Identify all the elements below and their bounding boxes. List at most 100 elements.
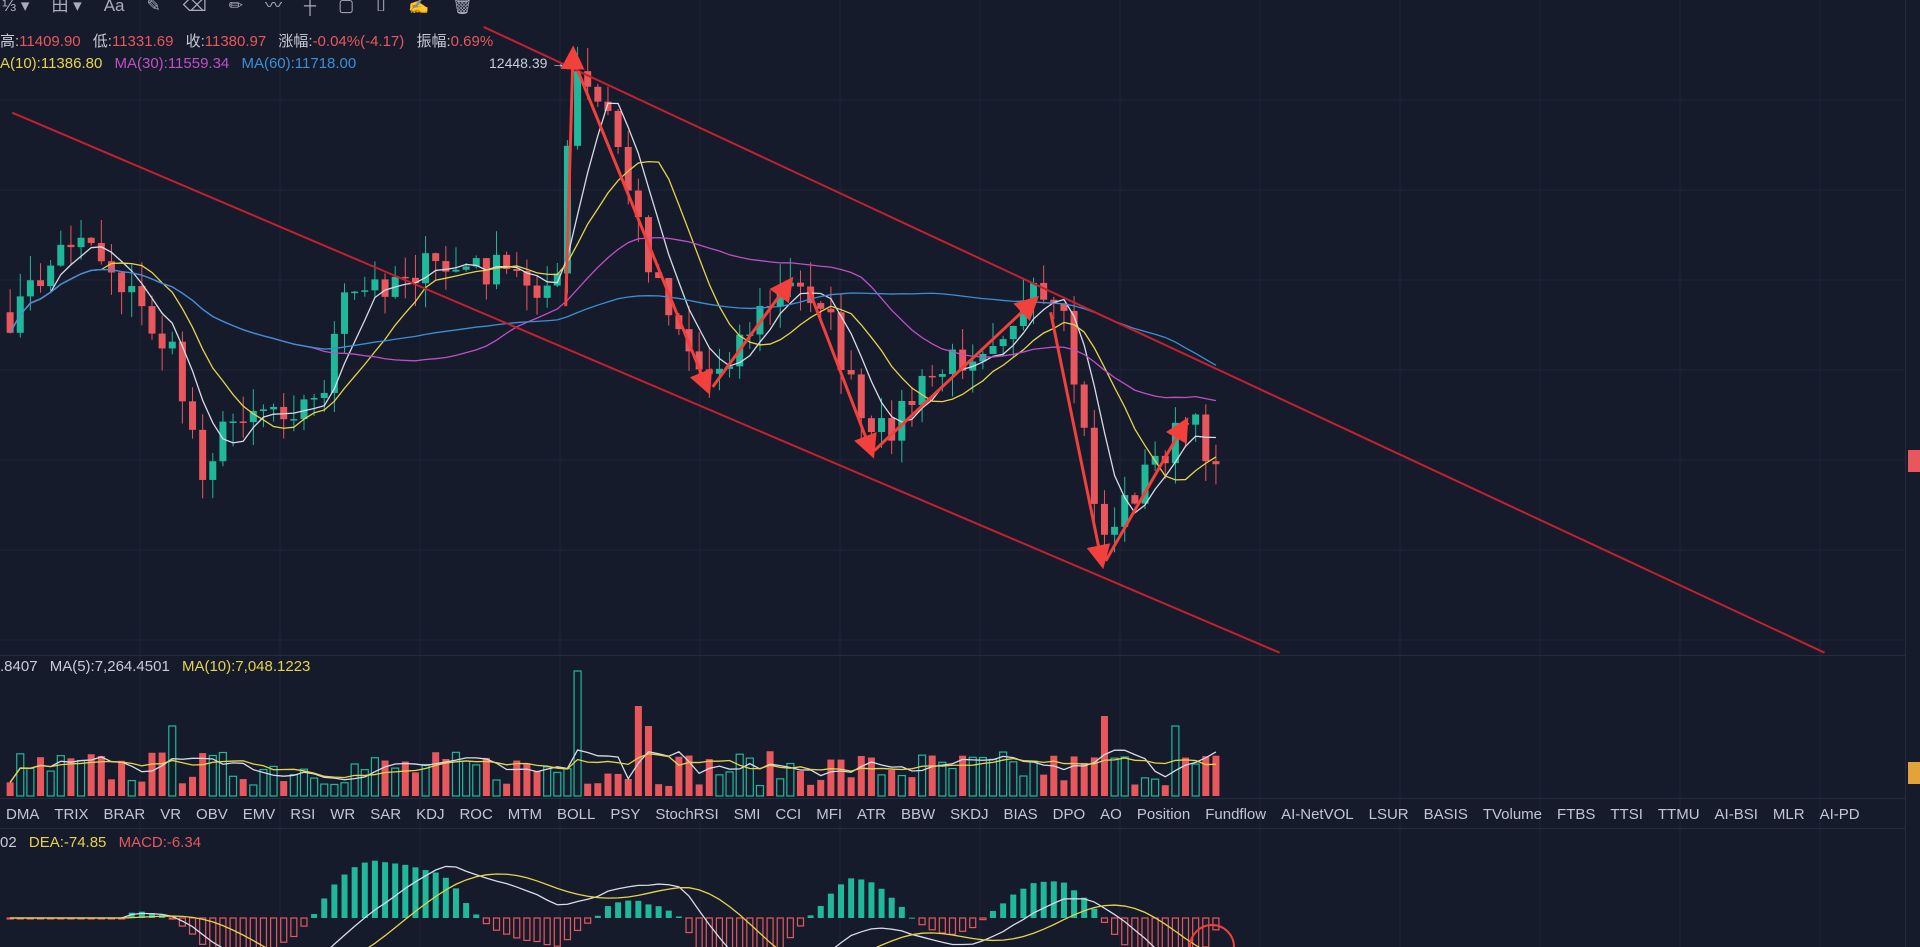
candle-body	[1121, 495, 1129, 527]
eraser-icon[interactable]: ⌫	[182, 0, 207, 15]
volume-ma5: MA(5):7,264.4501	[49, 658, 170, 675]
tab-roc[interactable]: ROC	[459, 806, 493, 823]
tab-ttmu[interactable]: TTMU	[1657, 806, 1700, 823]
tab-atr[interactable]: ATR	[857, 806, 886, 823]
volume-bar	[857, 755, 865, 796]
tab-trix[interactable]: TRIX	[54, 806, 89, 823]
tab-bias[interactable]: BIAS	[1003, 806, 1038, 823]
macd-histogram-bar	[625, 900, 632, 918]
trend-channel-upper	[483, 26, 1825, 654]
tab-ai-pd[interactable]: AI-PD	[1819, 806, 1860, 823]
volume-bar	[1060, 780, 1068, 796]
macd-histogram-bar	[128, 912, 135, 918]
tab-sar[interactable]: SAR	[370, 806, 402, 823]
tab-skdj[interactable]: SKDJ	[950, 806, 989, 823]
macd-histogram-bar	[615, 902, 622, 918]
ruler-icon[interactable]: ✎	[146, 0, 161, 15]
volume-bar	[67, 758, 75, 796]
candle-body	[270, 406, 278, 410]
tab-fundflow[interactable]: Fundflow	[1205, 806, 1267, 823]
lock-icon[interactable]: ▢	[338, 0, 355, 15]
tab-mfi[interactable]: MFI	[816, 806, 843, 823]
tab-basis[interactable]: BASIS	[1423, 806, 1468, 823]
bookmark-icon[interactable]: ⌷	[376, 0, 387, 15]
volume-bar	[543, 766, 552, 797]
tab-psy[interactable]: PSY	[610, 806, 641, 823]
volume-bar	[725, 771, 734, 797]
tab-ftbs[interactable]: FTBS	[1557, 806, 1596, 823]
volume-bar	[299, 768, 309, 797]
tab-ai-bsi[interactable]: AI-BSI	[1714, 806, 1758, 823]
tab-tvolume[interactable]: TVolume	[1482, 806, 1543, 823]
tab-dma[interactable]: DMA	[6, 806, 40, 823]
candle-body	[310, 398, 318, 400]
pane-divider[interactable]	[0, 798, 1920, 799]
pane-divider[interactable]	[0, 828, 1920, 829]
volume-bar	[442, 759, 450, 796]
tab-obv[interactable]: OBV	[196, 806, 228, 823]
tab-rsi[interactable]: RSI	[290, 806, 316, 823]
tab-stochrsi[interactable]: StochRSI	[655, 806, 719, 823]
price-axis[interactable]	[1905, 0, 1920, 947]
edit-icon[interactable]: ✍	[408, 0, 430, 15]
macd-legend: 02 DEA:-74.85 MACD:-6.34	[0, 834, 209, 851]
macd-histogram-bar	[382, 862, 389, 918]
volume-bar	[513, 760, 521, 796]
pencil-icon[interactable]: ✏	[228, 0, 244, 15]
tab-smi[interactable]: SMI	[733, 806, 761, 823]
candle-body	[1192, 414, 1200, 425]
close-value: 11380.97	[204, 33, 267, 50]
volume-bar	[1070, 756, 1078, 796]
macd-histogram-bar	[685, 917, 693, 934]
trash-icon[interactable]: 🗑	[451, 0, 474, 15]
macd-histogram-bar	[361, 862, 368, 918]
tab-cci[interactable]: CCI	[775, 806, 802, 823]
tab-bbw[interactable]: BBW	[900, 806, 936, 823]
tab-kdj[interactable]: KDJ	[416, 806, 445, 823]
tab-ai-netvol[interactable]: AI-NetVOL	[1281, 806, 1354, 823]
ma30-value: MA(30):11559.34	[114, 55, 230, 72]
measure-icon[interactable]: ┼	[304, 0, 317, 15]
tab-dpo[interactable]: DPO	[1052, 806, 1086, 823]
candle-body	[158, 333, 166, 349]
tab-boll[interactable]: BOLL	[556, 806, 596, 823]
macd-histogram-bar	[1151, 917, 1159, 947]
tab-ttsi[interactable]: TTSI	[1610, 806, 1643, 823]
dif-value: 02	[0, 834, 17, 851]
tab-wr[interactable]: WR	[330, 806, 356, 823]
tab-position[interactable]: Position	[1136, 806, 1191, 823]
macd-histogram-bar	[725, 917, 734, 947]
ratio-icon[interactable]: ⅓ ▾	[2, 0, 30, 15]
candle-body	[553, 273, 561, 286]
macd-histogram-bar	[878, 888, 885, 918]
candle-body	[523, 271, 531, 286]
candle-body	[67, 244, 75, 248]
text-tool-button[interactable]: Aa	[103, 0, 125, 15]
tab-brar[interactable]: BRAR	[103, 806, 146, 823]
macd-histogram-bar	[269, 917, 278, 947]
tab-mlr[interactable]: MLR	[1772, 806, 1805, 823]
tab-ao[interactable]: AO	[1100, 806, 1122, 823]
volume-bar	[269, 765, 278, 797]
tab-emv[interactable]: EMV	[242, 806, 276, 823]
brush-icon[interactable]: 〰	[265, 0, 283, 15]
candle-body	[594, 86, 602, 102]
volume-bar	[1019, 775, 1028, 797]
grid-layout-icon[interactable]: 田 ▾	[51, 0, 82, 15]
tab-vr[interactable]: VR	[160, 806, 182, 823]
volume-bar	[705, 759, 713, 796]
trend-arrow	[1104, 417, 1189, 562]
macd-histogram-bar	[219, 917, 227, 947]
macd-histogram-bar	[341, 874, 348, 918]
volume-bar	[451, 751, 461, 797]
macd-histogram-bar	[1071, 890, 1078, 918]
tab-mtm[interactable]: MTM	[507, 806, 542, 823]
tab-lsur[interactable]: LSUR	[1368, 806, 1409, 823]
candle-body	[1141, 464, 1149, 504]
macd-histogram-bar	[807, 915, 814, 918]
pane-divider[interactable]	[0, 655, 1920, 656]
candle-body	[411, 277, 419, 284]
candle-body	[715, 368, 723, 374]
candle-body	[1009, 325, 1017, 340]
